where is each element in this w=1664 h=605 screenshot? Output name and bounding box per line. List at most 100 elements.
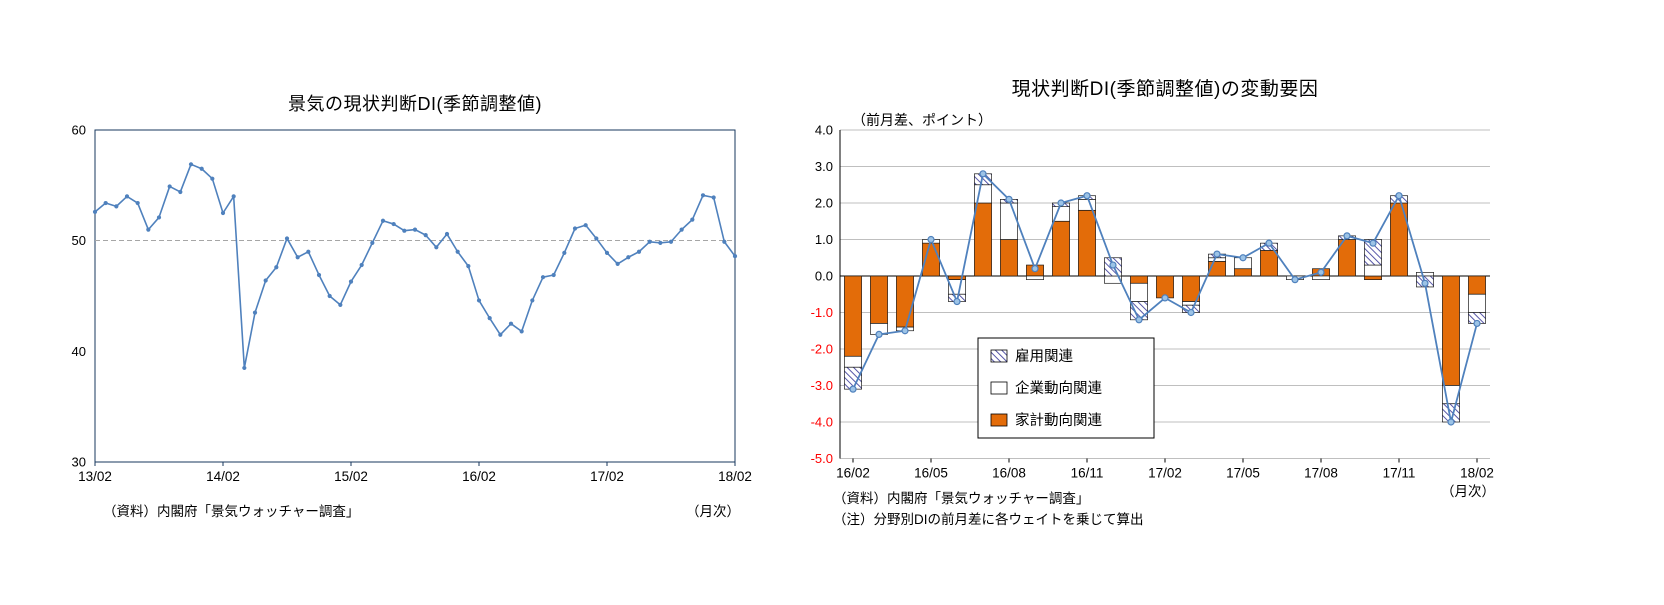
current-di-point xyxy=(114,204,119,209)
left-chart-title: 景気の現状判断DI(季節調整値) xyxy=(288,94,542,114)
y-tick-label: 3.0 xyxy=(815,159,833,174)
bar-segment-household xyxy=(896,275,914,328)
current-di-point xyxy=(146,227,151,232)
total-change-point xyxy=(1369,239,1377,247)
current-di-point xyxy=(316,272,322,278)
y-tick-label: 60 xyxy=(72,123,86,138)
x-tick-label: 13/02 xyxy=(78,469,112,484)
total-change-point xyxy=(1343,232,1351,240)
total-change-point xyxy=(849,385,857,393)
current-di-point xyxy=(263,278,268,283)
total-change-point xyxy=(1031,265,1039,273)
legend-swatch-household xyxy=(990,413,1008,427)
total-change-point xyxy=(1187,308,1195,317)
current-di-point xyxy=(647,239,652,244)
x-tick-label: 17/11 xyxy=(1383,466,1416,481)
current-di-point xyxy=(295,255,300,260)
total-change-point xyxy=(1473,319,1481,328)
bar-segment-household xyxy=(1130,275,1148,284)
total-change-point xyxy=(1057,199,1065,207)
current-di-point xyxy=(402,228,407,233)
total-change-point xyxy=(1265,239,1273,247)
bar-segment-household xyxy=(1364,275,1382,280)
current-di-point xyxy=(466,264,471,269)
x-tick-label: 17/02 xyxy=(1148,466,1182,481)
current-di-point xyxy=(476,298,482,303)
total-change-point xyxy=(1239,254,1247,262)
current-di-point xyxy=(444,231,450,237)
current-di-point xyxy=(562,250,567,255)
bar-segment-corporate xyxy=(1000,202,1018,240)
total-change-point xyxy=(1135,316,1143,324)
current-di-point xyxy=(231,194,236,199)
total-change-point xyxy=(1395,192,1403,200)
left-frequency-note: （月次） xyxy=(686,504,740,519)
current-di-point xyxy=(455,249,460,254)
current-di-point xyxy=(391,221,396,227)
bar-segment-corporate xyxy=(1208,257,1226,262)
bar-segment-corporate xyxy=(1312,275,1330,280)
total-change-point xyxy=(979,170,987,178)
plot-border xyxy=(94,129,736,463)
bar-segment-household xyxy=(974,202,992,277)
y-tick-label: -5.0 xyxy=(811,451,833,466)
bar-segment-household xyxy=(870,275,888,324)
current-di-point xyxy=(167,184,172,189)
current-di-point xyxy=(92,209,98,214)
bar-segment-corporate xyxy=(1182,301,1200,306)
total-change-point xyxy=(875,330,883,338)
bar-segment-corporate xyxy=(1078,198,1096,211)
current-di-point xyxy=(306,249,311,254)
left-source-note: （資料）内閣府「景気ウォッチャー調査」 xyxy=(103,504,360,519)
x-tick-label: 16/08 xyxy=(992,466,1026,481)
current-di-point xyxy=(103,200,108,206)
right-method-note: （注）分野別DIの前月差に各ウェイトを乗じて算出 xyxy=(833,512,1144,527)
current-di-point xyxy=(583,223,588,228)
x-tick-label: 15/02 xyxy=(334,469,368,484)
current-di-point xyxy=(626,255,631,260)
current-di-chart-section: 景気の現状判断DI(季節調整値) 60 50 40 30 13/02 14/02 15/02… xyxy=(0,0,800,605)
bar-segment-household xyxy=(1442,275,1460,386)
current-di-point xyxy=(188,162,194,167)
current-di-point xyxy=(274,265,279,270)
x-tick-label: 16/02 xyxy=(836,466,870,481)
bar-segment-household xyxy=(1234,268,1252,277)
bar-segment-corporate xyxy=(1468,293,1486,313)
current-di-point xyxy=(210,176,215,181)
current-di-point xyxy=(124,194,130,199)
current-di-point xyxy=(348,279,354,284)
total-change-point xyxy=(1447,418,1455,426)
current-di-point xyxy=(380,218,386,223)
y-tick-label: -4.0 xyxy=(811,415,833,430)
current-di-point xyxy=(284,236,290,241)
legend-swatch-employment xyxy=(990,349,1008,363)
x-tick-label: 17/02 xyxy=(590,469,624,484)
total-change-point xyxy=(1161,294,1169,302)
current-di-point xyxy=(711,195,716,200)
current-di-point xyxy=(519,329,524,334)
current-di-point xyxy=(220,210,226,216)
current-di-point xyxy=(572,226,578,231)
current-di-point xyxy=(658,240,663,245)
current-di-point xyxy=(690,217,695,222)
current-di-point xyxy=(359,262,364,268)
bar-segment-corporate xyxy=(1026,275,1044,280)
x-tick-label: 14/02 xyxy=(206,469,240,484)
bar-segment-corporate xyxy=(1364,264,1382,277)
current-di-point xyxy=(615,261,620,267)
x-tick-label: 16/11 xyxy=(1071,466,1104,481)
x-tick-label: 18/02 xyxy=(718,469,752,484)
y-tick-label: -1.0 xyxy=(811,305,833,320)
current-di-point xyxy=(338,302,343,307)
current-di-point xyxy=(604,250,610,255)
right-source-note: （資料）内閣府「景気ウォッチャー調査」 xyxy=(833,491,1090,506)
current-di-point xyxy=(594,236,599,241)
current-di-point xyxy=(199,166,204,171)
bar-segment-corporate xyxy=(844,355,862,368)
current-di-point xyxy=(732,254,738,259)
bar-segment-household xyxy=(1260,250,1278,277)
di-change-factors-bar-chart: 4.0 3.0 2.0 1.0 0.0 -1.0 -2.0 -3.0 -4.0 -5.016/02… xyxy=(811,123,1494,481)
legend-label-corporate: 企業動向関連 xyxy=(1015,379,1102,397)
current-di-point xyxy=(156,215,162,220)
legend-swatch-corporate xyxy=(990,381,1008,395)
